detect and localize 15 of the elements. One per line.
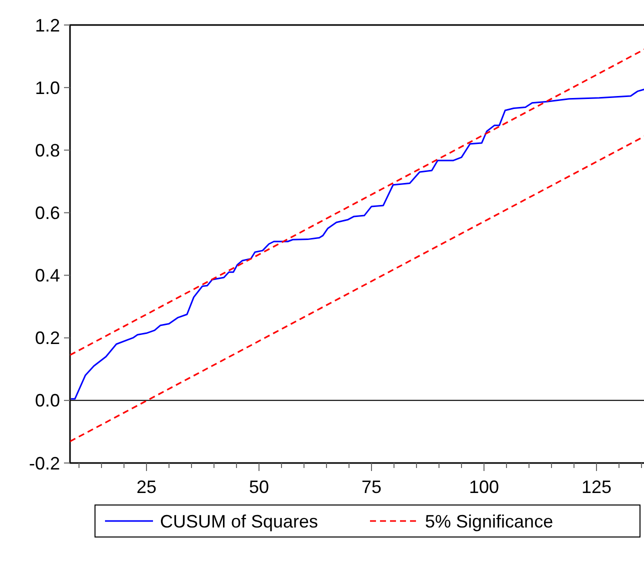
- x-tick-label: 125: [581, 477, 612, 497]
- legend-label: 5% Significance: [425, 511, 554, 532]
- y-tick-label: 0.6: [34, 203, 60, 224]
- x-tick-label: 100: [468, 477, 500, 497]
- y-tick-label: -0.2: [28, 453, 60, 474]
- x-tick-label: 50: [248, 477, 270, 497]
- y-tick-label: 0.8: [34, 140, 60, 160]
- y-tick-label: 0.2: [34, 328, 60, 348]
- y-tick-label: 0.0: [34, 390, 60, 411]
- x-tick-label: 75: [361, 477, 382, 497]
- legend-label: CUSUM of Squares: [160, 511, 318, 532]
- y-tick-label: 1.2: [34, 15, 60, 36]
- y-tick-label: 0.4: [34, 266, 60, 286]
- x-tick-label: 25: [136, 477, 157, 497]
- y-tick-label: 1.0: [34, 78, 60, 98]
